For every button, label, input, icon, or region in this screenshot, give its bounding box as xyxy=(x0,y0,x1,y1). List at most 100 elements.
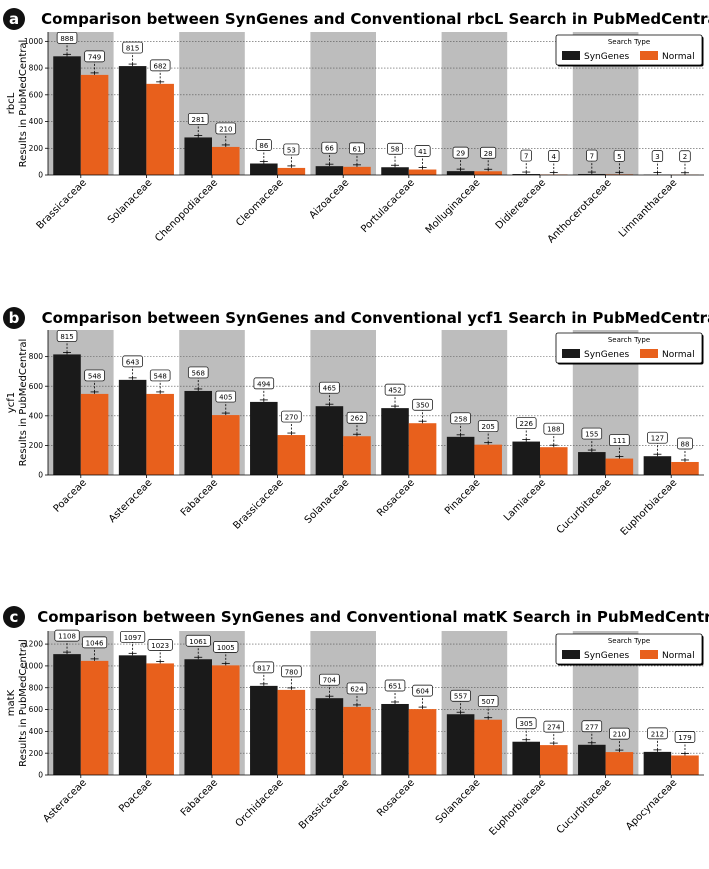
data-label-box xyxy=(515,417,537,429)
legend-label-syngenes: SynGenes xyxy=(584,350,629,360)
y-tick-label: 400 xyxy=(29,117,44,126)
bar-normal xyxy=(343,706,371,775)
x-tick-label: Poaceae xyxy=(117,777,154,814)
bar-syngenes xyxy=(53,56,81,175)
panel-badge xyxy=(3,307,25,329)
data-label-box xyxy=(149,59,171,72)
data-label-box xyxy=(56,31,78,44)
data-label-box xyxy=(185,634,211,647)
data-label-box xyxy=(647,727,668,740)
bar-syngenes xyxy=(250,685,278,775)
data-label-box xyxy=(450,412,471,425)
bar-syngenes xyxy=(512,741,540,775)
data-label: 4 xyxy=(552,153,557,161)
x-tick-label: Brassicaceae xyxy=(231,477,285,531)
x-tick-label: Euphorbiaceae xyxy=(619,477,680,538)
data-label: 507 xyxy=(481,698,494,706)
x-tick-label: Cleomaceae xyxy=(234,177,286,229)
bar-normal xyxy=(146,83,174,175)
data-label: 305 xyxy=(520,720,533,728)
chart-panel-b: 815 643 568 494 465 452 258 226 155 127 548 548 405 2… xyxy=(3,307,709,538)
bar-syngenes xyxy=(643,456,672,475)
data-label: 1005 xyxy=(217,644,235,652)
data-label: 7 xyxy=(524,153,528,161)
x-tick-label: Orchidaceae xyxy=(234,777,286,829)
bar-syngenes xyxy=(184,390,212,475)
bar-syngenes xyxy=(250,401,278,475)
x-tick-label: Anthocerotaceae xyxy=(546,177,614,245)
data-label-box xyxy=(414,145,431,157)
x-tick-label: Rosaceae xyxy=(375,477,417,519)
data-label: 281 xyxy=(192,116,205,124)
panel-badge xyxy=(3,606,25,628)
data-label-box xyxy=(543,422,565,435)
bar-syngenes xyxy=(578,744,606,775)
bar-normal xyxy=(474,444,502,475)
legend-box xyxy=(555,332,703,364)
bar-normal xyxy=(212,665,240,775)
bar-syngenes xyxy=(512,174,540,175)
bar-syngenes xyxy=(53,354,81,475)
x-tick-label: Poaceae xyxy=(52,477,89,514)
data-label-box xyxy=(515,717,537,730)
y-tick-label: 200 xyxy=(29,144,44,153)
chart-title: Comparison between SynGenes and Conventi… xyxy=(42,309,709,327)
data-label-box xyxy=(520,149,532,162)
bar-normal xyxy=(277,167,306,175)
bar-syngenes xyxy=(315,698,344,775)
panel-letter: a xyxy=(9,10,19,28)
data-label-box xyxy=(384,679,406,692)
bar-syngenes xyxy=(381,167,409,175)
bar-syngenes xyxy=(578,174,606,175)
data-label-box xyxy=(609,434,630,446)
data-label: 226 xyxy=(520,420,534,428)
data-label-box xyxy=(187,366,209,379)
legend-swatch-normal xyxy=(640,51,658,60)
x-tick-label: Euphorbiaceae xyxy=(487,777,548,838)
y-tick-label: 400 xyxy=(29,727,44,736)
data-label: 682 xyxy=(153,62,166,70)
legend-label-syngenes: SynGenes xyxy=(584,52,629,62)
bar-syngenes xyxy=(446,171,475,175)
bar-syngenes xyxy=(512,441,540,475)
bar-normal xyxy=(80,74,109,175)
data-label-box xyxy=(346,411,368,424)
data-label: 86 xyxy=(259,142,268,150)
data-label-box xyxy=(84,50,105,63)
bar-syngenes xyxy=(118,379,147,475)
x-tick-label: Pinaceae xyxy=(443,477,483,517)
data-label-box xyxy=(120,630,146,643)
y-tick-label: 800 xyxy=(29,683,44,692)
panel-letter: c xyxy=(10,608,19,626)
bar-syngenes xyxy=(315,166,344,175)
x-tick-label: Cucurbitaceae xyxy=(555,777,614,836)
bar-syngenes xyxy=(643,751,672,775)
data-label-box xyxy=(122,41,143,54)
data-label: 452 xyxy=(388,387,401,395)
category-band xyxy=(310,32,376,175)
bar-syngenes xyxy=(578,452,606,475)
data-label: 155 xyxy=(585,431,598,439)
x-tick-label: Brassicaceae xyxy=(297,777,351,831)
bar-normal xyxy=(277,689,306,775)
y-axis-gene-label: matK xyxy=(6,689,17,716)
x-tick-label: Portulacaceae xyxy=(359,177,417,235)
bar-normal xyxy=(408,169,437,175)
data-label: 274 xyxy=(547,724,561,732)
bar-normal xyxy=(540,447,568,475)
x-tick-label: Cucurbitaceae xyxy=(555,477,614,536)
x-tick-label: Solanaceae xyxy=(303,477,352,526)
data-label: 749 xyxy=(88,53,101,61)
data-label: 405 xyxy=(219,394,232,402)
data-label: 210 xyxy=(219,125,232,133)
data-label: 557 xyxy=(454,693,467,701)
data-label-box xyxy=(581,720,603,733)
data-label-box xyxy=(215,122,237,135)
y-axis-gene-label: ycf1 xyxy=(6,392,17,413)
data-label-box xyxy=(477,695,499,708)
data-label-box xyxy=(548,150,560,162)
legend-label-syngenes: SynGenes xyxy=(584,651,629,661)
data-label: 604 xyxy=(416,688,430,696)
bar-syngenes xyxy=(446,436,475,475)
